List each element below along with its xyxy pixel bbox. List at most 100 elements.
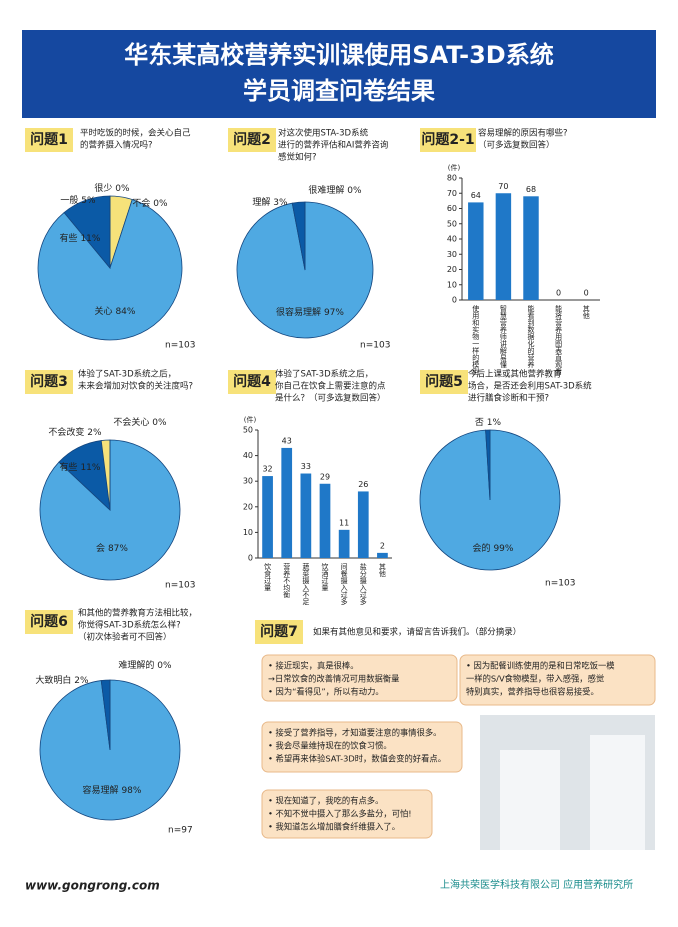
header-title: 华东某高校营养实训课使用SAT-3D系统 [124, 41, 553, 69]
slice-label: 大致明白 2% [35, 674, 89, 686]
slice-value: 11% [80, 463, 100, 473]
question-tag [255, 620, 303, 644]
slice-value: 99% [493, 544, 513, 554]
question-text: 和其他的营养教育方法相比较， [78, 608, 197, 619]
question-tag-label: 问题3 [30, 373, 68, 390]
comment-box [261, 654, 458, 702]
comment-line: 特别真实，营养指导也很容易接受。 [466, 687, 599, 697]
slice-label: 有些 11% [60, 461, 101, 473]
y-tick-label: 30 [243, 477, 253, 486]
y-tick-label: 0 [452, 296, 457, 305]
bar [468, 202, 484, 300]
y-tick-label: 60 [447, 204, 457, 213]
bar-value-label: 11 [339, 518, 349, 527]
slice-category: 理解 [252, 196, 270, 208]
y-tick-label: 0 [248, 554, 253, 563]
slice-label: 会 87% [96, 542, 128, 554]
slice-category: 有些 [60, 461, 78, 473]
bar-value-label: 43 [282, 436, 292, 445]
comment-line: • 接受了营养指导，才知道要注意的事情很多。 [268, 728, 441, 738]
slice-value: 2% [87, 428, 102, 438]
comment-line: • 接近现实，真是很棒。 [268, 661, 359, 671]
question-tag-label: 问题2-1 [421, 131, 474, 148]
question-tag-label: 问题5 [425, 373, 463, 390]
slice-category: 关心 [95, 305, 113, 317]
y-tick-label: 20 [447, 265, 457, 274]
header-band [22, 30, 656, 118]
question-tag-label: 问题6 [30, 613, 68, 630]
slice-value: 87% [108, 544, 128, 554]
question-text: 进行的营养评估和AI营养咨询 [278, 140, 388, 151]
x-tick-label: 营养不均衡 [283, 562, 291, 599]
bar [495, 193, 512, 300]
bar [338, 529, 350, 558]
sample-size: n=97 [168, 826, 193, 836]
slice-category: 不会改变 [48, 426, 84, 438]
question-tag [25, 128, 73, 152]
bar [319, 483, 331, 558]
bar-value-label: 0 [584, 289, 589, 298]
question-tag-label: 问题7 [260, 623, 298, 640]
comment-box [261, 789, 433, 839]
comment-line: • 我知道怎么增加膳食纤维摄入了。 [268, 822, 400, 832]
question-text: 体验了SAT-3D系统之后， [78, 369, 176, 380]
question-tag [228, 370, 276, 394]
y-tick-label: 10 [243, 528, 253, 537]
x-tick-label: 能看到数据化的营养 [527, 304, 535, 369]
slice-category: 会的 [473, 542, 491, 554]
comment-line: • 我会尽量维持现在的饮食习惯。 [268, 741, 392, 751]
comment-box [459, 654, 656, 706]
slice-category: 容易理解 [83, 784, 119, 796]
bar [300, 473, 312, 558]
comment-line: • 因为配餐训练使用的是和日常吃饭一模 [466, 661, 615, 671]
comment-line: • 不知不觉中摄入了那么多盐分，可怕! [268, 809, 412, 819]
slice-category: 难理解的 [118, 659, 154, 671]
slice-label: 不会改变 2% [48, 426, 102, 438]
y-tick-label: 50 [447, 219, 457, 228]
slice-label: 一般 5% [60, 194, 96, 206]
slice-value: 84% [115, 307, 135, 317]
y-tick-label: 20 [243, 502, 253, 511]
comment-line: • 因为“看得见”，所以有动力。 [268, 687, 384, 697]
y-tick-label: 80 [447, 174, 457, 183]
question-text: 的营养摄入情况吗? [80, 140, 153, 151]
y-axis-label: (件) [244, 415, 257, 424]
slice-value: 11% [80, 234, 100, 244]
pie-slice [485, 429, 491, 501]
slice-value: 0% [347, 186, 362, 196]
question-text: （初次体验者可不回答） [78, 632, 172, 643]
y-axis-label: (件) [448, 163, 461, 172]
slice-label: 很少 0% [94, 182, 130, 194]
question-text: 你自己在饮食上需要注意的点 [275, 381, 386, 392]
x-tick-label: 其他 [378, 563, 386, 578]
slice-label: 有些 11% [60, 232, 101, 244]
bar [377, 552, 388, 558]
slice-label: 很容易理解 97% [276, 306, 344, 318]
sample-size: n=103 [360, 341, 390, 351]
question-text: （可多选复数回答） [478, 140, 555, 151]
slice-value: 0% [115, 184, 130, 194]
comment-line: • 现在知道了，我吃的有点多。 [268, 796, 383, 806]
question-text: 感觉如何? [278, 152, 317, 163]
question-tag-label: 问题1 [30, 131, 68, 148]
question-text: 今后上课或其他营养教育 [468, 369, 562, 380]
footer-company: 上海共荣医学科技有限公司 应用营养研究所 [440, 878, 633, 891]
bar-value-label: 29 [320, 472, 330, 481]
question-text: 是什么？（可多选复数回答） [275, 393, 386, 404]
question-text: 平时吃饭的时候，会关心自己 [80, 128, 191, 139]
slice-category: 一般 [60, 194, 78, 206]
x-tick-label: 盐分摄入过多 [359, 562, 367, 606]
footer-site: www.gongrong.com [25, 879, 160, 893]
bar [523, 196, 539, 300]
slice-label: 理解 3% [252, 196, 288, 208]
slice-value: 0% [157, 661, 172, 671]
slice-value: 0% [152, 418, 167, 428]
slice-category: 很少 [94, 182, 112, 194]
bar-value-label: 64 [471, 191, 481, 200]
slice-label: 很难理解 0% [308, 184, 362, 196]
bar-value-label: 0 [556, 289, 561, 298]
question-tag [25, 610, 73, 634]
x-tick-label: 智慧营养师讲解易懂 [499, 304, 507, 369]
x-tick-label: 饮酒过量 [321, 562, 329, 591]
